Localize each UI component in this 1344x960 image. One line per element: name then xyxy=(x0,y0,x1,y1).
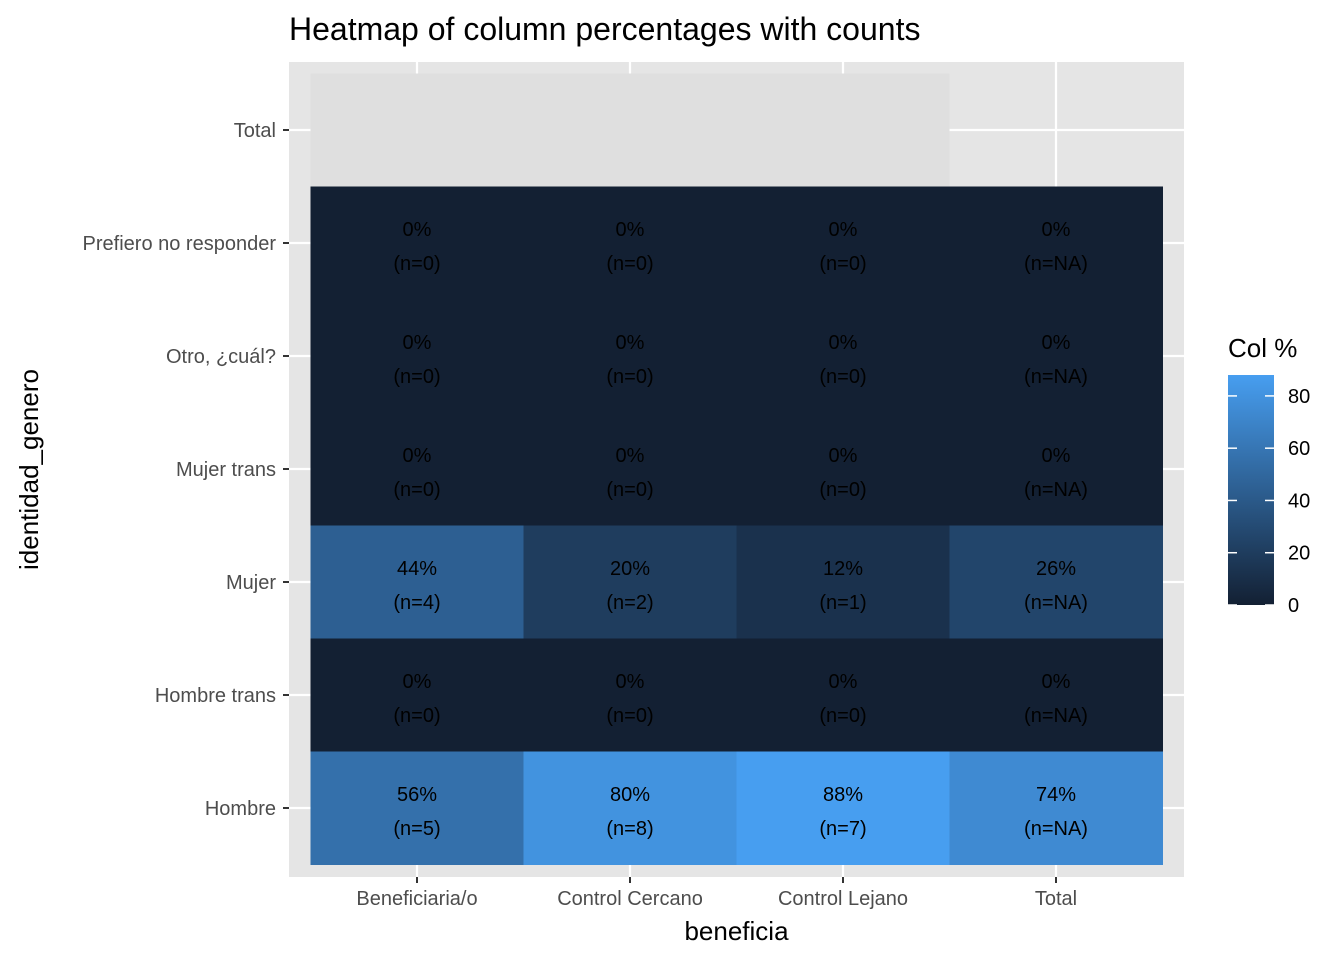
legend-tick-label-60: 60 xyxy=(1288,438,1310,460)
heatmap-cell-mujer-trans-control-cercano xyxy=(523,412,737,526)
legend-tick-label-40: 40 xyxy=(1288,490,1310,512)
cell-count-label-prefiero-no-responder-beneficiaria-o: (n=0) xyxy=(393,253,440,275)
x-axis-title: beneficia xyxy=(684,916,789,946)
legend-tick-label-0: 0 xyxy=(1288,595,1299,617)
heatmap-cell-hombre-trans-total xyxy=(949,638,1163,752)
y-tick-label-hombre-trans: Hombre trans xyxy=(155,685,276,707)
heatmap-cell-hombre-control-lejano xyxy=(736,751,950,865)
cell-pct-label-mujer-trans-control-cercano: 0% xyxy=(616,445,645,467)
cell-count-label-mujer-total: (n=NA) xyxy=(1024,592,1088,614)
cell-pct-label-mujer-control-lejano: 12% xyxy=(823,558,863,580)
cell-count-label-mujer-control-lejano: (n=1) xyxy=(819,592,866,614)
heatmap-cell-mujer-trans-control-lejano xyxy=(736,412,950,526)
x-tick-label-control-lejano: Control Lejano xyxy=(778,888,908,910)
cell-pct-label-mujer-control-cercano: 20% xyxy=(610,558,650,580)
cell-pct-label-hombre-trans-beneficiaria-o: 0% xyxy=(403,671,432,693)
cell-pct-label-mujer-trans-control-lejano: 0% xyxy=(829,445,858,467)
cell-count-label-hombre-trans-beneficiaria-o: (n=0) xyxy=(393,705,440,727)
chart-title: Heatmap of column percentages with count… xyxy=(289,11,920,47)
cell-pct-label-hombre-trans-control-cercano: 0% xyxy=(616,671,645,693)
y-tick-label-prefiero-no-responder: Prefiero no responder xyxy=(83,233,277,255)
cell-count-label-otro-cual-control-lejano: (n=0) xyxy=(819,366,866,388)
cell-pct-label-mujer-total: 26% xyxy=(1036,558,1076,580)
heatmap-cell-hombre-trans-beneficiaria-o xyxy=(310,638,524,752)
heatmap-cell-mujer-total xyxy=(949,525,1163,639)
cell-count-label-mujer-control-cercano: (n=2) xyxy=(606,592,653,614)
cell-count-label-hombre-trans-control-lejano: (n=0) xyxy=(819,705,866,727)
cell-count-label-mujer-trans-control-lejano: (n=0) xyxy=(819,479,866,501)
cell-pct-label-hombre-control-lejano: 88% xyxy=(823,784,863,806)
y-tick-label-total: Total xyxy=(234,120,276,142)
cell-pct-label-mujer-beneficiaria-o: 44% xyxy=(397,558,437,580)
heatmap-cell-prefiero-no-responder-control-cercano xyxy=(523,186,737,300)
cell-count-label-prefiero-no-responder-control-lejano: (n=0) xyxy=(819,253,866,275)
cell-pct-label-prefiero-no-responder-beneficiaria-o: 0% xyxy=(403,219,432,241)
y-tick-label-mujer-trans: Mujer trans xyxy=(176,459,276,481)
legend-colorbar xyxy=(1228,375,1274,605)
cell-pct-label-prefiero-no-responder-total: 0% xyxy=(1042,219,1071,241)
x-tick-label-control-cercano: Control Cercano xyxy=(557,888,703,910)
x-tick-label-total: Total xyxy=(1035,888,1077,910)
cell-pct-label-otro-cual-control-cercano: 0% xyxy=(616,332,645,354)
cell-pct-label-hombre-control-cercano: 80% xyxy=(610,784,650,806)
cell-pct-label-mujer-trans-total: 0% xyxy=(1042,445,1071,467)
cell-count-label-prefiero-no-responder-control-cercano: (n=0) xyxy=(606,253,653,275)
cell-count-label-mujer-trans-control-cercano: (n=0) xyxy=(606,479,653,501)
legend-title: Col % xyxy=(1228,333,1297,363)
heatmap-cell-mujer-control-lejano xyxy=(736,525,950,639)
heatmap-cell-hombre-trans-control-cercano xyxy=(523,638,737,752)
cell-pct-label-hombre-total: 74% xyxy=(1036,784,1076,806)
cell-count-label-mujer-beneficiaria-o: (n=4) xyxy=(393,592,440,614)
heatmap-cell-otro-cual-total xyxy=(949,299,1163,413)
cell-pct-label-otro-cual-control-lejano: 0% xyxy=(829,332,858,354)
cell-count-label-hombre-beneficiaria-o: (n=5) xyxy=(393,818,440,840)
y-axis-title: identidad_genero xyxy=(14,369,44,570)
heatmap-cell-hombre-beneficiaria-o xyxy=(310,751,524,865)
heatmap-cell-otro-cual-beneficiaria-o xyxy=(310,299,524,413)
heatmap-cell-otro-cual-control-lejano xyxy=(736,299,950,413)
heatmap-cell-hombre-control-cercano xyxy=(523,751,737,865)
heatmap-cell-hombre-total xyxy=(949,751,1163,865)
heatmap-cell-mujer-trans-total xyxy=(949,412,1163,526)
cell-pct-label-otro-cual-beneficiaria-o: 0% xyxy=(403,332,432,354)
heatmap-cell-otro-cual-control-cercano xyxy=(523,299,737,413)
heatmap-cell-mujer-beneficiaria-o xyxy=(310,525,524,639)
cell-count-label-hombre-total: (n=NA) xyxy=(1024,818,1088,840)
heatmap-cell-hombre-trans-control-lejano xyxy=(736,638,950,752)
cell-count-label-otro-cual-control-cercano: (n=0) xyxy=(606,366,653,388)
cell-count-label-hombre-trans-total: (n=NA) xyxy=(1024,705,1088,727)
legend-tick-label-80: 80 xyxy=(1288,386,1310,408)
y-tick-label-mujer: Mujer xyxy=(226,572,276,594)
legend-tick-label-20: 20 xyxy=(1288,543,1310,565)
cell-pct-label-mujer-trans-beneficiaria-o: 0% xyxy=(403,445,432,467)
heatmap-cell-prefiero-no-responder-beneficiaria-o xyxy=(310,186,524,300)
y-tick-label-hombre: Hombre xyxy=(205,798,276,820)
cell-count-label-hombre-trans-control-cercano: (n=0) xyxy=(606,705,653,727)
cell-count-label-hombre-control-lejano: (n=7) xyxy=(819,818,866,840)
cell-count-label-otro-cual-beneficiaria-o: (n=0) xyxy=(393,366,440,388)
x-tick-label-beneficiaria-o: Beneficiaria/o xyxy=(356,888,477,910)
cell-count-label-mujer-trans-total: (n=NA) xyxy=(1024,479,1088,501)
cell-pct-label-hombre-trans-total: 0% xyxy=(1042,671,1071,693)
heatmap-cell-mujer-control-cercano xyxy=(523,525,737,639)
cell-count-label-hombre-control-cercano: (n=8) xyxy=(606,818,653,840)
cell-count-label-prefiero-no-responder-total: (n=NA) xyxy=(1024,253,1088,275)
cell-pct-label-prefiero-no-responder-control-cercano: 0% xyxy=(616,219,645,241)
heatmap-cell-prefiero-no-responder-total xyxy=(949,186,1163,300)
y-tick-label-otro-cual: Otro, ¿cuál? xyxy=(166,346,276,368)
cell-pct-label-hombre-trans-control-lejano: 0% xyxy=(829,671,858,693)
heatmap-cell-mujer-trans-beneficiaria-o xyxy=(310,412,524,526)
cell-count-label-otro-cual-total: (n=NA) xyxy=(1024,366,1088,388)
cell-count-label-mujer-trans-beneficiaria-o: (n=0) xyxy=(393,479,440,501)
cell-pct-label-otro-cual-total: 0% xyxy=(1042,332,1071,354)
cell-pct-label-hombre-beneficiaria-o: 56% xyxy=(397,784,437,806)
cell-pct-label-prefiero-no-responder-control-lejano: 0% xyxy=(829,219,858,241)
heatmap-cell-prefiero-no-responder-control-lejano xyxy=(736,186,950,300)
total-row-bar xyxy=(310,73,950,187)
